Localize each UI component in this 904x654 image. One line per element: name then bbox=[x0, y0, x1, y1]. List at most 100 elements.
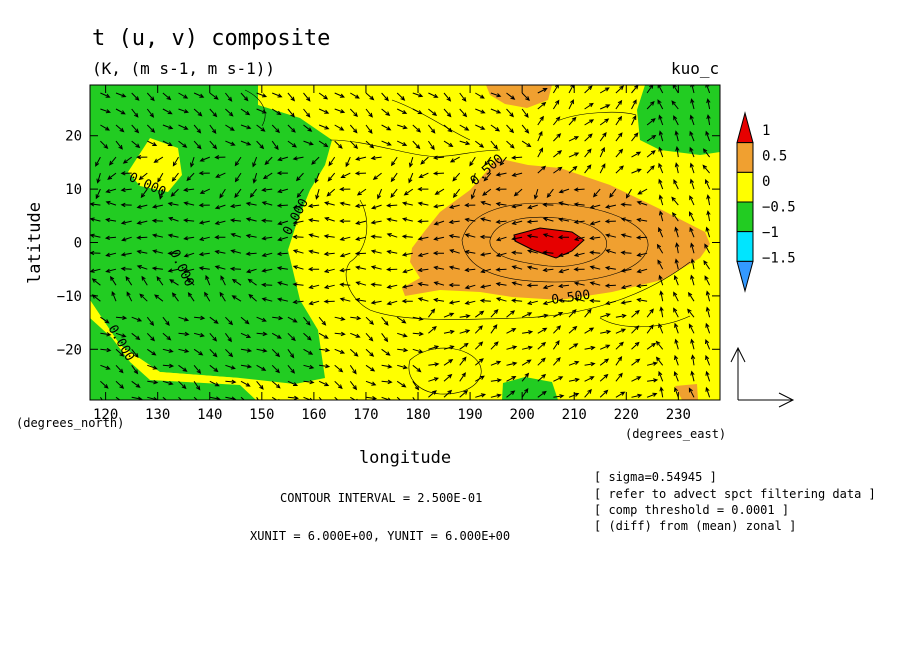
wind-vector bbox=[100, 316, 110, 324]
wind-vector bbox=[655, 356, 664, 366]
wind-vector bbox=[469, 156, 476, 167]
wind-vector bbox=[183, 252, 195, 258]
wind-vector bbox=[604, 204, 617, 209]
wind-vector bbox=[287, 92, 296, 102]
wind-vector bbox=[225, 108, 234, 117]
wind-vector bbox=[324, 217, 335, 222]
wind-vector bbox=[372, 172, 382, 181]
wind-vector bbox=[705, 386, 711, 398]
wind-vector bbox=[506, 390, 516, 398]
wind-vector bbox=[339, 297, 351, 302]
wind-vector bbox=[199, 188, 211, 194]
wind-vector bbox=[490, 140, 499, 150]
wind-vector bbox=[474, 140, 485, 148]
wind-vector bbox=[631, 358, 641, 366]
wind-vector bbox=[334, 396, 339, 400]
wind-vector bbox=[193, 124, 202, 134]
x-axis: 120 130 140 150 160 170 180 190 200 210 220 230 bbox=[93, 85, 691, 423]
colorbar-label: −1 bbox=[762, 225, 779, 241]
wind-vector bbox=[240, 108, 251, 116]
wind-vector bbox=[690, 258, 695, 270]
info-line-3: [ comp threshold = 0.0001 ] bbox=[594, 503, 789, 517]
wind-vector bbox=[256, 348, 268, 353]
wind-vector bbox=[646, 324, 654, 334]
wind-vector bbox=[256, 397, 259, 400]
wind-vector bbox=[147, 140, 158, 146]
wind-vector bbox=[225, 316, 234, 326]
wind-vector bbox=[178, 396, 183, 400]
wind-vector bbox=[365, 364, 376, 372]
wind-vector bbox=[459, 108, 468, 118]
wind-vector bbox=[615, 148, 624, 158]
wind-vector bbox=[705, 306, 711, 318]
wind-vector bbox=[381, 92, 389, 102]
wind-vector bbox=[480, 200, 492, 206]
wind-vector bbox=[646, 361, 658, 366]
wind-vector bbox=[674, 354, 679, 366]
wind-vector bbox=[475, 92, 485, 99]
region-orange-central bbox=[402, 158, 710, 300]
wind-vector bbox=[220, 275, 226, 286]
wind-vector bbox=[687, 308, 695, 318]
wind-vector bbox=[490, 124, 501, 132]
wind-vector bbox=[277, 220, 289, 226]
wind-vector bbox=[475, 124, 486, 130]
wind-vector bbox=[537, 341, 547, 350]
wind-vector bbox=[318, 332, 329, 339]
wind-vector bbox=[136, 265, 148, 270]
wind-vector bbox=[120, 202, 132, 208]
wind-vector bbox=[674, 338, 679, 350]
wind-vector bbox=[568, 309, 577, 318]
x-tick-label: 170 bbox=[353, 407, 378, 423]
wind-vector bbox=[381, 348, 391, 356]
wind-vector bbox=[521, 92, 530, 102]
wind-vector bbox=[121, 236, 132, 242]
wind-vector bbox=[417, 236, 429, 241]
wind-vector bbox=[615, 356, 623, 366]
wind-vector bbox=[674, 386, 679, 398]
wind-vector bbox=[673, 307, 679, 318]
y-tick-label: −10 bbox=[57, 289, 82, 305]
wind-vector bbox=[537, 390, 547, 398]
wind-vector bbox=[537, 115, 544, 126]
wind-vector bbox=[658, 194, 664, 206]
wind-vector bbox=[327, 172, 336, 182]
wind-vector bbox=[490, 324, 498, 334]
wind-vector bbox=[136, 204, 148, 209]
wind-vector bbox=[674, 322, 679, 334]
wind-vector bbox=[659, 290, 664, 302]
wind-vector bbox=[449, 249, 460, 254]
wind-vector bbox=[689, 226, 695, 238]
wind-vector bbox=[183, 236, 195, 241]
wind-vector bbox=[225, 124, 235, 131]
wind-vector bbox=[162, 396, 170, 400]
wind-vector bbox=[272, 315, 284, 321]
wind-vector bbox=[631, 325, 640, 334]
wind-vector bbox=[230, 249, 242, 254]
wind-vector bbox=[209, 108, 218, 118]
x-axis-label: longitude bbox=[359, 448, 451, 468]
wind-vector bbox=[245, 201, 257, 206]
wind-vector bbox=[506, 310, 516, 318]
wind-vector bbox=[365, 124, 373, 135]
wind-vector bbox=[292, 265, 304, 270]
wind-vector bbox=[151, 204, 164, 209]
wind-vector bbox=[100, 92, 111, 98]
wind-vector bbox=[568, 152, 580, 158]
wind-vector bbox=[105, 252, 117, 257]
wind-vector bbox=[370, 249, 382, 254]
wind-vector bbox=[537, 373, 547, 382]
wind-vector bbox=[209, 332, 218, 342]
wind-vector bbox=[688, 323, 695, 334]
wind-vector bbox=[120, 187, 132, 193]
wind-vector bbox=[433, 204, 445, 209]
wind-vector bbox=[334, 140, 343, 149]
wind-vector bbox=[480, 217, 492, 222]
wind-vector bbox=[318, 316, 327, 326]
colorbar-segment bbox=[736, 142, 754, 173]
wind-vector bbox=[573, 219, 585, 225]
wind-vector bbox=[287, 349, 295, 359]
reference-vector bbox=[730, 346, 795, 408]
wind-vector bbox=[308, 300, 320, 306]
y-axis: 20 10 0 −10 −20 bbox=[57, 129, 720, 358]
